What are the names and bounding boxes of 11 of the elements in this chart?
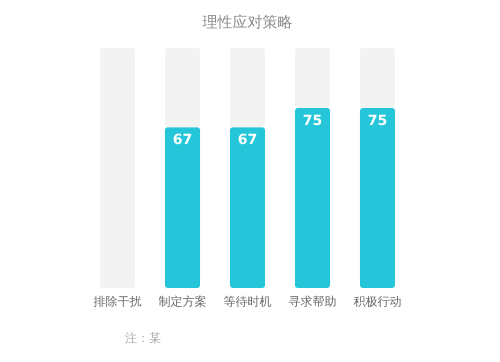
text: 注：某 — [125, 331, 161, 345]
chart-title: 理性应对策略 — [202, 13, 292, 31]
x-tick-label: 制定方案 — [158, 294, 206, 308]
data-label: 67 — [172, 132, 192, 148]
x-tick-label: 等待时机 — [224, 294, 272, 308]
data-label: 75 — [368, 113, 388, 129]
data-label: 75 — [302, 113, 322, 129]
x-tick-label: 寻求帮助 — [288, 294, 336, 308]
x-tick-label: 积极行动 — [354, 294, 402, 308]
x-tick-label: 排除干扰 — [94, 294, 142, 308]
data-label: 67 — [238, 132, 258, 148]
